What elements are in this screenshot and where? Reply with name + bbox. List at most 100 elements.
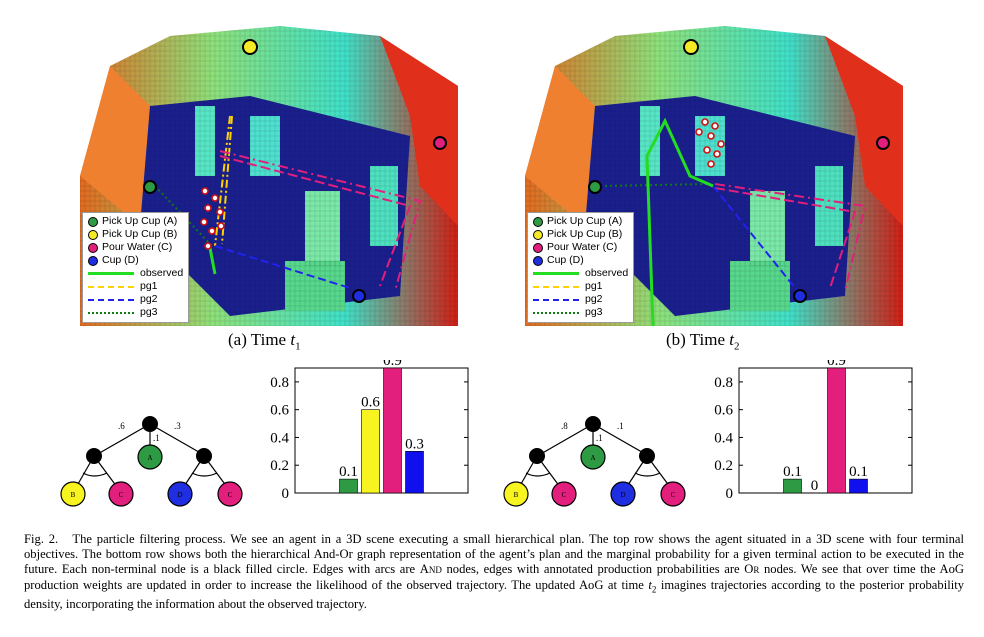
and-or-graph-b: .8 .1 .1 A B C D C	[503, 416, 686, 507]
solid-line-icon	[533, 272, 579, 275]
plot-frame	[294, 367, 469, 494]
svg-text:C: C	[562, 491, 567, 499]
svg-text:D: D	[177, 491, 182, 499]
y-tick-label: 0.8	[714, 375, 733, 391]
dotted-line-icon	[88, 311, 134, 314]
y-tick-label: 0.8	[270, 375, 289, 391]
yellow-marker-icon	[533, 229, 543, 240]
blue-marker-icon	[533, 255, 543, 266]
caption-label: Fig. 2.	[24, 532, 59, 546]
y-tick-label: 0.4	[270, 430, 289, 446]
terminal-node-c	[108, 481, 134, 507]
edge-weight-left: .6	[118, 421, 125, 431]
legend-entry-pickup-a: Pick Up Cup (A)	[88, 215, 183, 228]
svg-text:D: D	[620, 491, 625, 499]
bar-value-label: 0.6	[361, 395, 380, 411]
subcaption-a: (a) Time t1	[228, 330, 301, 353]
and-node-right	[196, 448, 212, 464]
dashed-line-icon	[533, 298, 579, 301]
terminal-node-b	[60, 481, 86, 507]
bar-value-label: 0.9	[827, 360, 846, 369]
legend-entry-pickup-a: Pick Up Cup (A)	[533, 215, 628, 228]
dotted-line-icon	[533, 311, 579, 314]
bar-d	[849, 478, 868, 494]
bar-c	[383, 367, 402, 494]
subcaption-b: (b) Time t2	[666, 330, 740, 353]
legend-entry-pickup-b: Pick Up Cup (B)	[533, 228, 628, 241]
bar-c	[827, 367, 846, 494]
plot-frame	[738, 367, 913, 494]
bar-a	[783, 478, 802, 494]
edge-weight-right: .1	[617, 421, 624, 431]
bar-value-label: 0.3	[405, 436, 424, 452]
dashdot-line-icon	[533, 285, 579, 288]
y-tick-label: 0.2	[714, 458, 733, 474]
svg-text:B: B	[71, 491, 76, 499]
bar-b	[361, 409, 380, 494]
blue-marker-icon	[88, 255, 98, 266]
legend-entry-observed: observed	[88, 267, 183, 280]
legend-entry-pg3: pg3	[88, 306, 183, 319]
dashed-line-icon	[88, 298, 134, 301]
and-or-graph-a: .6 .1 .3 A B C D C	[60, 416, 243, 507]
legend-entry-pickup-b: Pick Up Cup (B)	[88, 228, 183, 241]
edge-weight-left: .8	[561, 421, 568, 431]
y-tick-label: 0.2	[270, 458, 289, 474]
dashdot-line-icon	[88, 285, 134, 288]
and-node-right	[639, 448, 655, 464]
legend-entry-observed: observed	[533, 267, 628, 280]
bar-value-label: 0.9	[383, 360, 402, 369]
or-root-node	[142, 416, 158, 432]
svg-text:B: B	[514, 491, 519, 499]
green-marker-icon	[533, 216, 543, 227]
scene-panel-a: Pick Up Cup (A) Pick Up Cup (B) Pour Wat…	[80, 26, 458, 326]
terminal-node-d	[167, 481, 193, 507]
legend-entry-pg2: pg2	[88, 293, 183, 306]
terminal-node-b	[503, 481, 529, 507]
svg-text:C: C	[119, 491, 124, 499]
svg-text:A: A	[590, 454, 595, 462]
bar-a	[339, 478, 358, 494]
legend-entry-pg1: pg1	[88, 280, 183, 293]
legend-entry-pg2: pg2	[533, 293, 628, 306]
figure-caption: Fig. 2. The particle filtering process. …	[24, 532, 965, 612]
scene-legend-b: Pick Up Cup (A) Pick Up Cup (B) Pour Wat…	[527, 212, 635, 323]
solid-line-icon	[88, 272, 134, 275]
and-node-left	[529, 448, 545, 464]
edge-weight-middle: .1	[153, 433, 160, 443]
terminal-node-d	[610, 481, 636, 507]
marginal-probability-chart-a: 0 0.2 0.4 0.6 0.8 0.1 0.6 0.9 0.3	[270, 360, 469, 502]
bar-value-label: 0.1	[339, 464, 358, 480]
bar-value-label: 0.1	[849, 464, 868, 480]
scene-legend-a: Pick Up Cup (A) Pick Up Cup (B) Pour Wat…	[82, 212, 190, 323]
legend-entry-cup-d: Cup (D)	[533, 254, 628, 267]
or-root-node	[585, 416, 601, 432]
terminal-node-c	[217, 481, 243, 507]
svg-text:C: C	[671, 491, 676, 499]
y-tick-label: 0.6	[270, 403, 289, 419]
y-tick-label: 0	[726, 486, 734, 502]
legend-entry-pg1: pg1	[533, 280, 628, 293]
legend-entry-pour-c: Pour Water (C)	[533, 241, 628, 254]
magenta-marker-icon	[533, 242, 543, 253]
edge-weight-middle: .1	[596, 433, 603, 443]
legend-entry-pour-c: Pour Water (C)	[88, 241, 183, 254]
green-marker-icon	[88, 216, 98, 227]
bar-value-label: 0.1	[783, 464, 802, 480]
legend-entry-pg3: pg3	[533, 306, 628, 319]
y-tick-label: 0.6	[714, 403, 733, 419]
terminal-node-c	[660, 481, 686, 507]
bar-value-label: 0	[811, 478, 819, 494]
and-keyword: And	[419, 562, 442, 577]
svg-text:A: A	[147, 454, 152, 462]
magenta-marker-icon	[88, 242, 98, 253]
bar-d	[405, 451, 424, 494]
marginal-probability-chart-b: 0 0.2 0.4 0.6 0.8 0.1 0 0.9 0.1	[714, 360, 913, 502]
and-node-left	[86, 448, 102, 464]
y-tick-label: 0.4	[714, 430, 733, 446]
terminal-node-c	[551, 481, 577, 507]
or-keyword: Or	[744, 562, 760, 577]
terminal-node-a	[580, 444, 606, 470]
terminal-node-a	[137, 444, 163, 470]
svg-text:C: C	[228, 491, 233, 499]
